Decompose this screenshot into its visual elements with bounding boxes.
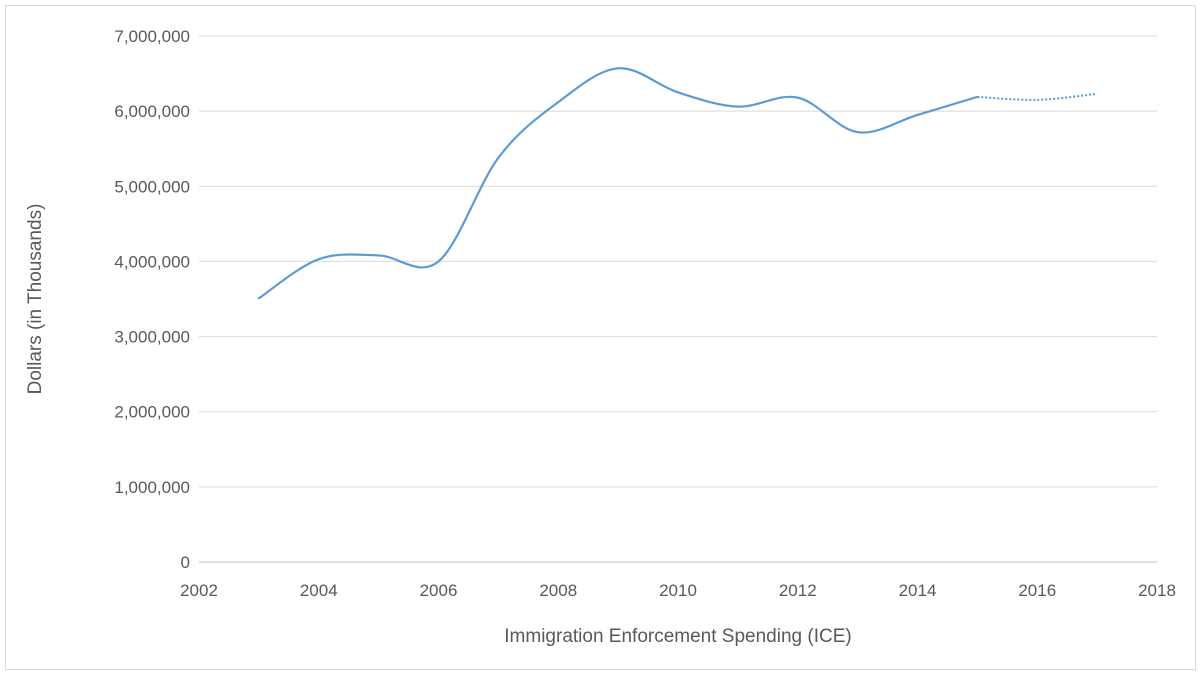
y-tick-label: 4,000,000: [114, 252, 190, 271]
series-line-dotted: [977, 92, 1098, 101]
x-tick-label: 2016: [1018, 581, 1056, 600]
series-line-solid: [257, 67, 979, 300]
x-tick-label: 2006: [420, 581, 458, 600]
x-tick-label: 2010: [659, 581, 697, 600]
x-tick-label: 2014: [899, 581, 937, 600]
x-axis-tick-labels: 2002 2004 2006 2008 2010 2012 2014 2016 2018: [180, 581, 1176, 600]
series-lines: [257, 67, 1098, 300]
x-tick-label: 2012: [779, 581, 817, 600]
y-tick-label: 0: [181, 553, 190, 572]
y-tick-label: 7,000,000: [114, 27, 190, 46]
y-tick-label: 6,000,000: [114, 102, 190, 121]
chart-frame: [5, 5, 1196, 670]
y-tick-label: 3,000,000: [114, 328, 190, 347]
grid-lines: [199, 35, 1157, 563]
y-axis-tick-labels: 0 1,000,000 2,000,000 3,000,000 4,000,000 5,0…: [114, 27, 190, 572]
y-tick-label: 2,000,000: [114, 403, 190, 422]
x-tick-label: 2018: [1138, 581, 1176, 600]
y-tick-label: 1,000,000: [114, 478, 190, 497]
x-tick-label: 2008: [539, 581, 577, 600]
y-tick-label: 5,000,000: [114, 177, 190, 196]
x-tick-label: 2004: [300, 581, 338, 600]
y-axis-title: Dollars (in Thousands): [25, 204, 46, 395]
x-tick-label: 2002: [180, 581, 218, 600]
x-axis-title: Immigration Enforcement Spending (ICE): [504, 626, 851, 647]
